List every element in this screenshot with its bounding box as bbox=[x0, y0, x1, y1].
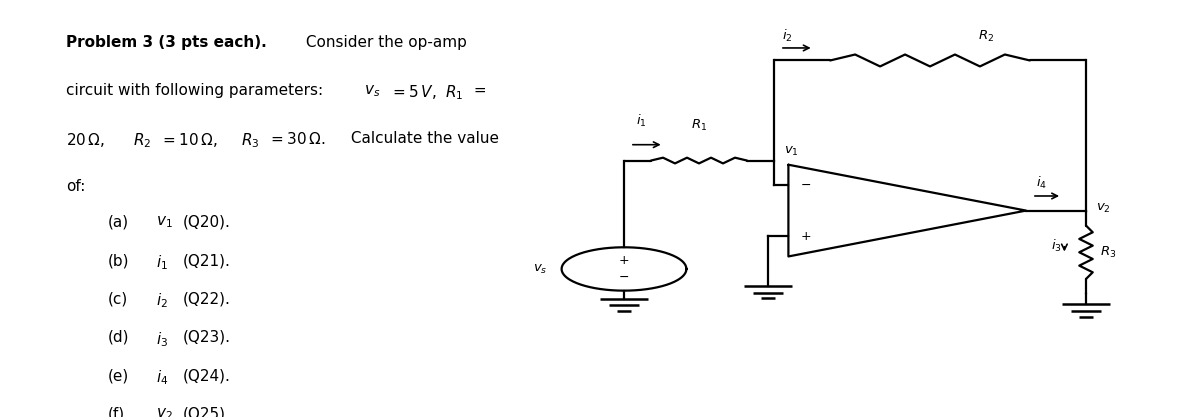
Text: (Q22).: (Q22). bbox=[182, 291, 230, 306]
Text: (Q23).: (Q23). bbox=[182, 330, 230, 345]
Text: $i_2$: $i_2$ bbox=[156, 291, 168, 310]
Text: $i_3$: $i_3$ bbox=[1051, 238, 1062, 254]
Text: $i_4$: $i_4$ bbox=[1036, 174, 1046, 191]
Text: $R_2$: $R_2$ bbox=[133, 131, 151, 150]
Text: =: = bbox=[469, 83, 487, 98]
Text: (e): (e) bbox=[108, 368, 130, 383]
Text: −: − bbox=[619, 271, 629, 284]
Text: $= 5\,V,$: $= 5\,V,$ bbox=[390, 83, 437, 101]
Text: $i_4$: $i_4$ bbox=[156, 368, 168, 387]
Text: circuit with following parameters:: circuit with following parameters: bbox=[66, 83, 328, 98]
Text: $v_1$: $v_1$ bbox=[784, 146, 798, 158]
Text: (d): (d) bbox=[108, 330, 130, 345]
Text: $i_1$: $i_1$ bbox=[156, 253, 168, 272]
Text: $v_s$: $v_s$ bbox=[533, 262, 547, 276]
Text: (Q21).: (Q21). bbox=[182, 253, 230, 268]
Text: Problem 3 (3 pts each).: Problem 3 (3 pts each). bbox=[66, 35, 266, 50]
Text: Consider the op-amp: Consider the op-amp bbox=[301, 35, 467, 50]
Text: $v_2$: $v_2$ bbox=[156, 407, 173, 417]
Text: $i_2$: $i_2$ bbox=[782, 28, 793, 44]
Text: $R_3$: $R_3$ bbox=[1100, 245, 1117, 260]
Text: $-$: $-$ bbox=[800, 178, 811, 191]
Text: (Q24).: (Q24). bbox=[182, 368, 230, 383]
Text: $R_1$: $R_1$ bbox=[691, 118, 707, 133]
Text: (b): (b) bbox=[108, 253, 130, 268]
Text: (Q25).: (Q25). bbox=[182, 407, 230, 417]
Text: +: + bbox=[619, 254, 629, 267]
Text: $= 30\,\Omega.$: $= 30\,\Omega.$ bbox=[268, 131, 325, 147]
Text: $20\,\Omega,$: $20\,\Omega,$ bbox=[66, 131, 104, 149]
Text: $R_2$: $R_2$ bbox=[978, 29, 994, 44]
Text: $R_1$: $R_1$ bbox=[445, 83, 463, 102]
Text: (c): (c) bbox=[108, 291, 128, 306]
Text: (f): (f) bbox=[108, 407, 125, 417]
Text: $i_3$: $i_3$ bbox=[156, 330, 168, 349]
Text: (Q20).: (Q20). bbox=[182, 215, 230, 230]
Text: $R_3$: $R_3$ bbox=[241, 131, 259, 150]
Text: $i_1$: $i_1$ bbox=[636, 113, 647, 129]
Text: $v_2$: $v_2$ bbox=[1096, 202, 1110, 215]
Text: Calculate the value: Calculate the value bbox=[346, 131, 499, 146]
Text: $v_s$: $v_s$ bbox=[364, 83, 380, 99]
Text: (a): (a) bbox=[108, 215, 130, 230]
Text: of:: of: bbox=[66, 179, 85, 194]
Text: $v_1$: $v_1$ bbox=[156, 215, 173, 231]
Text: $= 10\,\Omega,$: $= 10\,\Omega,$ bbox=[160, 131, 217, 149]
Text: $+$: $+$ bbox=[800, 230, 811, 243]
